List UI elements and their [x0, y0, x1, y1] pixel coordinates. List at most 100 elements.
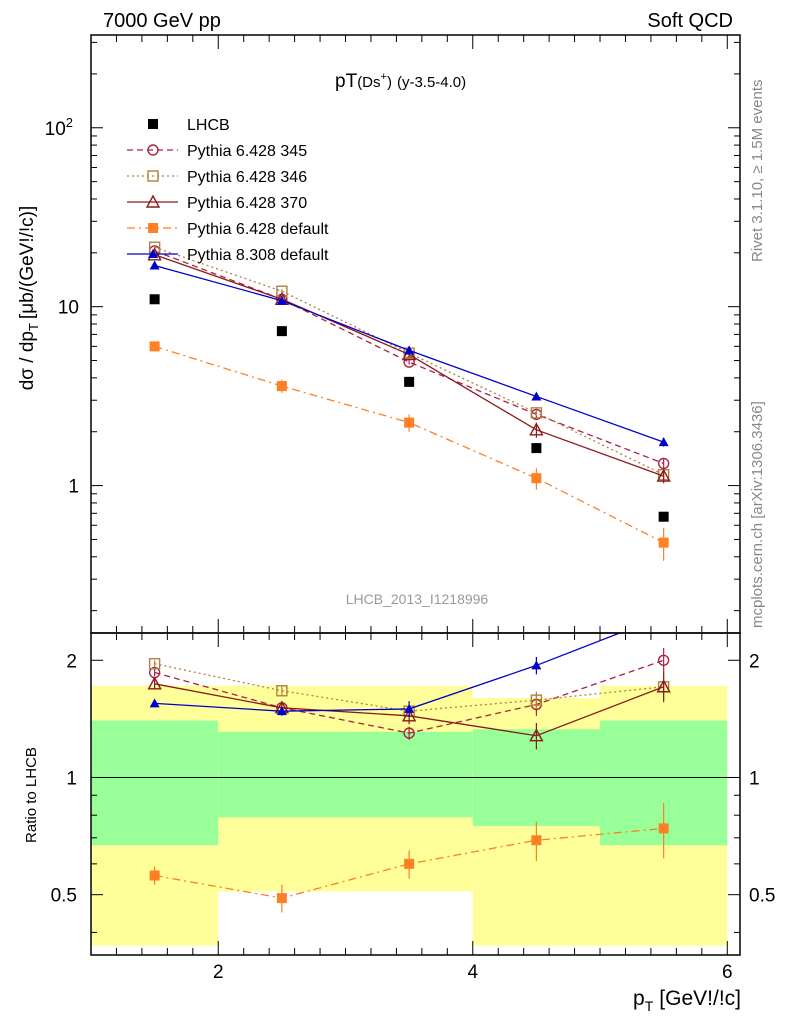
- legend-item-pythia-6-428-default: Pythia 6.428 default: [127, 221, 329, 238]
- top-ytick-label: 102: [45, 115, 73, 140]
- inner-band-0: [91, 720, 219, 846]
- legend-item-pythia-8-308-default: Pythia 8.308 default: [127, 247, 329, 264]
- ratio-series-layer: [147, 611, 671, 913]
- ratio-point-pythia-6-428-345: [403, 727, 415, 739]
- legend-label: LHCB: [187, 117, 230, 134]
- ratio-line-pythia-6-428-346: [154, 663, 664, 712]
- top-point-pythia-8-308-default: [276, 295, 287, 305]
- top-point-pythia-6-428-default: [658, 537, 669, 548]
- legend-marker: [145, 194, 161, 208]
- ratio-ytick-label-left: 0.5: [51, 886, 77, 907]
- ratio-point-pythia-6-428-default: [658, 823, 669, 834]
- top-point-lhcb: [404, 376, 415, 387]
- top-point-lhcb: [658, 511, 669, 522]
- top-point-pythia-6-428-370: [656, 468, 671, 482]
- legend-item-lhcb: LHCB: [148, 117, 230, 134]
- ratio-frame: [90, 632, 741, 956]
- xtick-label: 6: [722, 962, 733, 983]
- ratio-point-pythia-6-428-346: [148, 657, 161, 670]
- ratio-ytick-label-left: 1: [66, 768, 77, 789]
- top-point-pythia-8-308-default: [404, 345, 415, 355]
- legend-label: Pythia 6.428 346: [187, 169, 307, 186]
- top-point-lhcb: [531, 443, 542, 454]
- legend-marker: [147, 170, 159, 182]
- ratio-point-pythia-8-308-default: [531, 660, 542, 670]
- inner-band-2: [345, 731, 473, 818]
- top-ytick-label: 10: [58, 298, 79, 319]
- ratio-point-pythia-6-428-default: [531, 835, 542, 846]
- top-series-lhcb: [149, 294, 669, 522]
- ratio-ylabel: Ratio to LHCB: [23, 747, 40, 843]
- legend-label: Pythia 8.308 default: [187, 247, 329, 264]
- ratio-point-pythia-6-428-370: [147, 676, 162, 690]
- top-point-pythia-8-308-default: [149, 260, 160, 270]
- ratio-ytick-label-right: 2: [749, 651, 760, 672]
- top-point-pythia-8-308-default: [658, 437, 669, 447]
- legend-label: Pythia 6.428 370: [187, 195, 307, 212]
- ratio-point-pythia-6-428-370: [656, 679, 671, 693]
- ratio-point-pythia-6-428-default: [149, 870, 160, 881]
- ratio-series-pythia-6-428-default: [149, 802, 669, 913]
- legend: LHCB Pythia 6.428 345 Pythia 6.428 346 Pyth…: [127, 117, 329, 264]
- ratio-point-pythia-6-428-345: [657, 654, 670, 666]
- ratio-line-pythia-6-428-default: [154, 827, 664, 899]
- ratio-point-pythia-8-308-default: [404, 703, 415, 713]
- legend-marker: [148, 223, 158, 233]
- ratio-line-pythia-8-308-default: [154, 633, 622, 712]
- top-point-lhcb: [276, 326, 287, 337]
- ratio-point-pythia-6-428-default: [404, 858, 415, 869]
- top-series-layer: [147, 241, 671, 561]
- legend-label: Pythia 6.428 default: [187, 221, 329, 238]
- top-point-pythia-6-428-345: [657, 457, 670, 470]
- top-series-pythia-8-308-default: [149, 260, 669, 447]
- top-point-pythia-6-428-default: [531, 473, 542, 484]
- main-panel: 1 10 102: [45, 34, 741, 634]
- plot-title: pT(Ds+) (y-3.5-4.0): [335, 71, 466, 92]
- top-line-pythia-6-428-370: [154, 254, 664, 477]
- legend-item-pythia-6-428-345: Pythia 6.428 345: [127, 143, 307, 160]
- top-series-pythia-6-428-default: [149, 341, 669, 561]
- ratio-point-pythia-8-308-default: [659, 611, 669, 620]
- top-point-lhcb: [149, 294, 160, 305]
- header-left: 7000 GeV pp: [103, 10, 221, 32]
- top-series-pythia-6-428-370: [147, 247, 671, 484]
- legend-label: Pythia 6.428 345: [187, 143, 307, 160]
- top-line-pythia-6-428-345: [154, 250, 664, 465]
- ratio-point-pythia-8-308-default: [149, 698, 160, 708]
- top-point-pythia-6-428-default: [276, 381, 287, 392]
- uncertainty-bands: [91, 685, 728, 946]
- xlabel: pT [GeV!/!c]: [633, 987, 741, 1014]
- header-right: Soft QCD: [647, 10, 733, 32]
- ratio-point-pythia-8-308-default: [276, 706, 287, 716]
- inner-band-1: [218, 731, 346, 818]
- ratio-ytick-label-right: 0.5: [749, 886, 775, 907]
- legend-marker: [147, 144, 159, 156]
- legend-marker: [148, 249, 158, 258]
- ratio-point-pythia-6-428-370: [401, 708, 417, 722]
- top-point-pythia-6-428-370: [529, 422, 544, 436]
- ratio-point-pythia-6-428-default: [276, 893, 287, 904]
- ratio-panel: 0.5 0.5 1 1 2 2 2 4 6: [51, 611, 775, 983]
- top-point-pythia-6-428-default: [404, 417, 415, 428]
- xtick-label: 2: [213, 962, 224, 983]
- legend-marker: [148, 119, 158, 129]
- ratio-series-pythia-8-308-default: [149, 611, 669, 717]
- top-ytick-label: 1: [68, 477, 79, 498]
- ratio-ytick-label-right: 1: [749, 768, 760, 789]
- top-point-pythia-8-308-default: [531, 391, 542, 401]
- rivet-label: Rivet 3.1.10, ≥ 1.5M events: [749, 80, 766, 263]
- top-point-pythia-6-428-default: [149, 341, 160, 352]
- xtick-label: 4: [467, 962, 478, 983]
- ratio-point-pythia-6-428-346: [530, 694, 543, 706]
- ratio-ytick-label-left: 2: [66, 651, 77, 672]
- legend-item-pythia-6-428-370: Pythia 6.428 370: [127, 194, 307, 212]
- ratio-point-pythia-6-428-346: [276, 685, 288, 697]
- legend-item-pythia-6-428-346: Pythia 6.428 346: [127, 169, 307, 186]
- top-line-pythia-6-428-default: [154, 345, 664, 544]
- analysis-id: LHCB_2013_I1218996: [346, 591, 489, 607]
- top-ylabel: dσ / dpT[μb/(GeV!/!c)]: [17, 206, 41, 391]
- mcplots-label: mcplots.cern.ch [arXiv:1306.3436]: [749, 401, 766, 628]
- top-point-pythia-6-428-346: [530, 407, 543, 419]
- ratio-point-pythia-6-428-370: [529, 728, 544, 742]
